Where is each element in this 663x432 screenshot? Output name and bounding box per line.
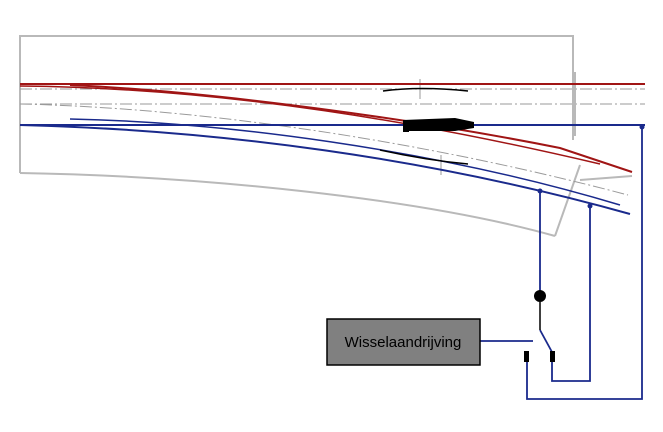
junction-blue-frog [587, 203, 593, 209]
red-rails [19, 83, 645, 173]
track-outline-straight-tail [579, 175, 633, 181]
junction-blue-straight [639, 124, 645, 130]
red-switch-blade [69, 84, 633, 173]
actuator-box: Wisselaandrijving [326, 318, 481, 366]
blue-diverging-rail [19, 124, 631, 215]
switch-contacts [524, 351, 555, 362]
wiring [480, 127, 643, 400]
switch-lever [539, 329, 553, 353]
check-rail-upper [382, 87, 469, 92]
track-outline-diverging-edge [19, 172, 556, 237]
point-motor-link [403, 120, 409, 132]
wire-straight-rail-feed [526, 127, 643, 400]
wire-frog-feed [551, 206, 591, 382]
switch-common-terminal [534, 290, 546, 302]
diverging-centerline [19, 103, 629, 196]
actuator-label: Wisselaandrijving [345, 334, 462, 351]
check-rails [379, 87, 469, 165]
track-outline-frog-end [554, 164, 581, 237]
switch-contact-left [524, 351, 529, 362]
switch-contact-right [550, 351, 555, 362]
blue-switch-blade [69, 118, 621, 206]
check-rail-lower [379, 149, 469, 165]
point-motor [403, 118, 474, 131]
connection-points [537, 124, 645, 209]
blue-rails [19, 118, 645, 215]
junction-blue-diverging [537, 188, 543, 194]
red-closure-rail [19, 85, 601, 165]
